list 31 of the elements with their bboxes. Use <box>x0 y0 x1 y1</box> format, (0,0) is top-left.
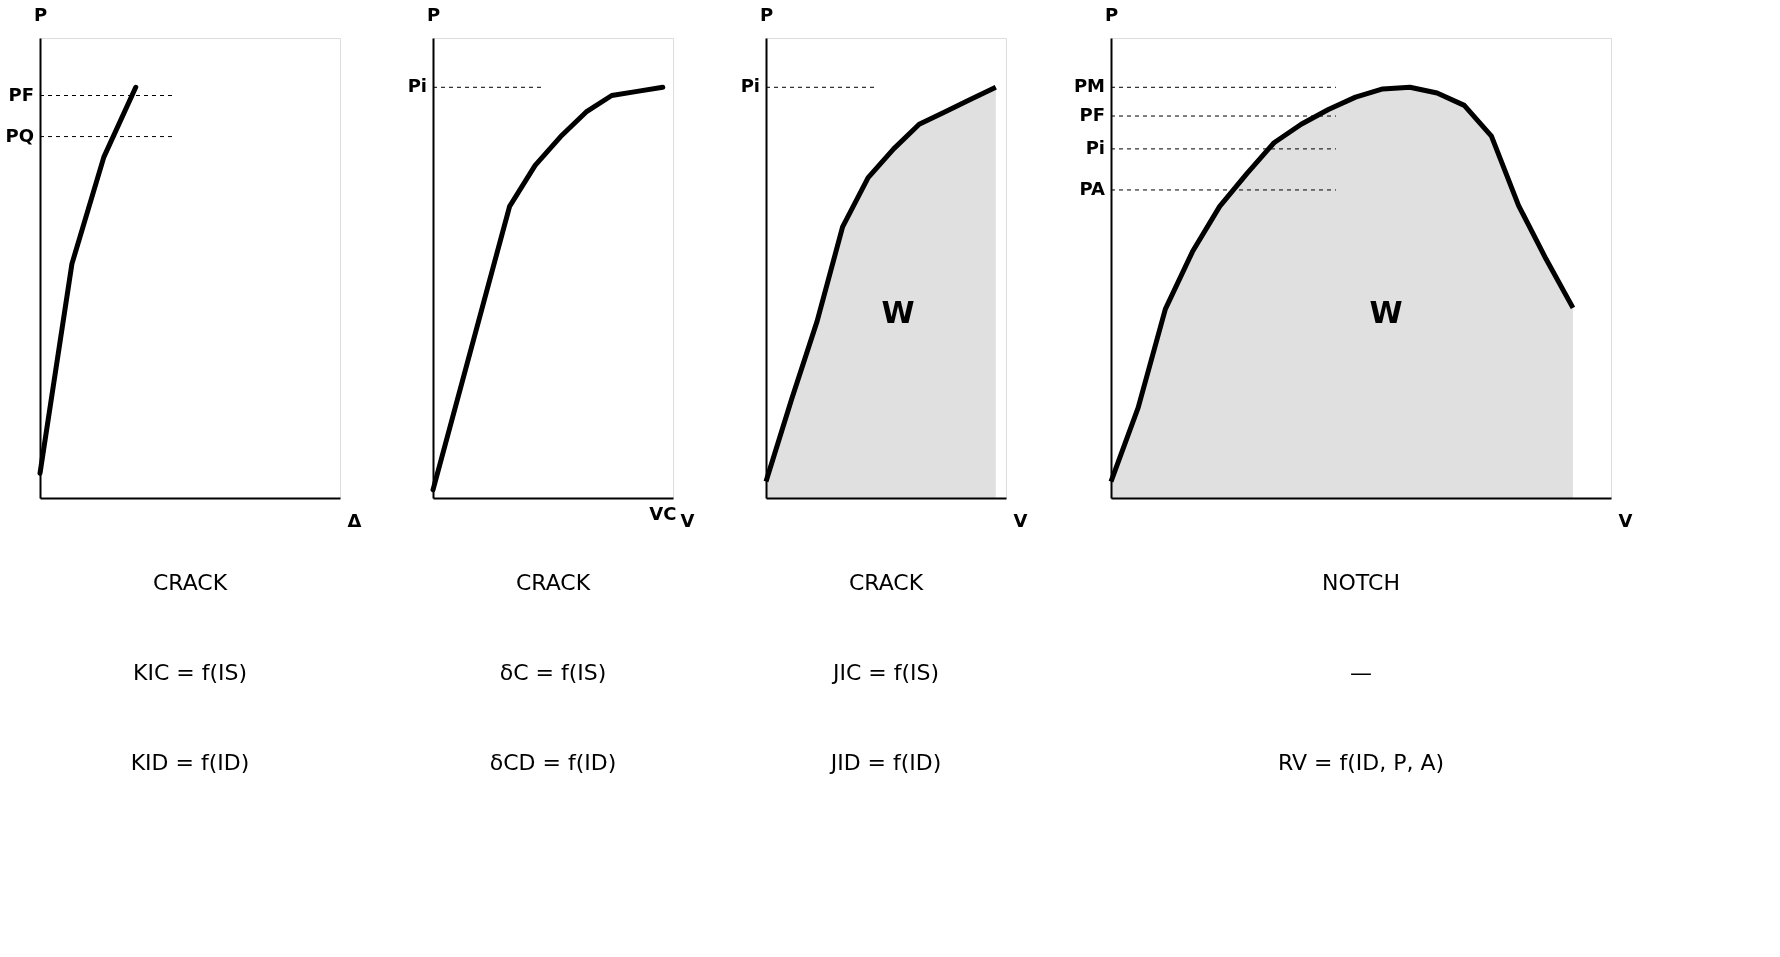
text: VC <box>649 503 677 524</box>
ref-line-label: PA <box>1079 177 1106 199</box>
text: KIC = f(IS) <box>132 660 248 685</box>
x-axis-title: V <box>1013 509 1028 531</box>
ref-line-label: PF <box>1079 104 1105 126</box>
y-axis-title: P <box>33 3 48 25</box>
ref-line-label: Pi <box>740 75 760 97</box>
text: CRACK <box>152 570 228 595</box>
text: RV = f(ID, P, A) <box>1277 750 1445 775</box>
ref-line-label: PQ <box>5 124 34 146</box>
text: CRACK <box>848 570 924 595</box>
ref-line-label: Pi <box>407 75 427 97</box>
ref-line-label: PM <box>1073 75 1105 97</box>
ref-line-label: Pi <box>1085 136 1105 158</box>
ref-line-label: PF <box>8 83 34 105</box>
text: JID = f(ID) <box>828 750 942 775</box>
annotation: W <box>881 295 915 330</box>
text: KID = f(ID) <box>130 750 250 775</box>
x-axis-title: Δ <box>347 509 362 531</box>
y-axis-title: P <box>759 3 774 25</box>
text: JIC = f(IS) <box>830 660 940 685</box>
text: — <box>1350 660 1372 685</box>
text: δCD = f(ID) <box>489 750 617 775</box>
y-axis-title: P <box>1104 3 1119 25</box>
x-axis-title: V <box>680 509 695 531</box>
text: δC = f(IS) <box>499 660 607 685</box>
text: NOTCH <box>1322 570 1400 595</box>
annotation: W <box>1369 295 1403 330</box>
y-axis-title: P <box>426 3 441 25</box>
x-axis-title: V <box>1618 509 1633 531</box>
text: CRACK <box>515 570 591 595</box>
